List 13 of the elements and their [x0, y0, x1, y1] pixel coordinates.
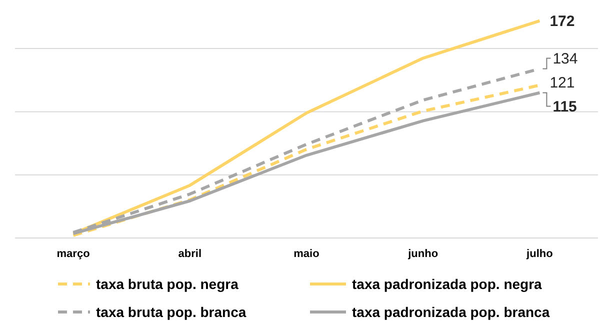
data-label: 115 — [552, 98, 577, 116]
legend-label: taxa bruta pop. negra — [96, 276, 239, 292]
x-tick-label: março — [56, 248, 90, 260]
x-tick-label: maio — [294, 248, 320, 260]
x-tick-label: junho — [407, 248, 438, 260]
data-label: 121 — [550, 74, 575, 92]
legend-label: taxa padronizada pop. branca — [352, 304, 550, 320]
x-tick-label: julho — [526, 248, 554, 260]
legend-label: taxa padronizada pop. negra — [352, 276, 542, 292]
legend-label: taxa bruta pop. branca — [96, 304, 246, 320]
x-tick-label: abril — [178, 248, 202, 260]
data-label: 134 — [552, 50, 578, 68]
data-label: 172 — [550, 13, 575, 30]
